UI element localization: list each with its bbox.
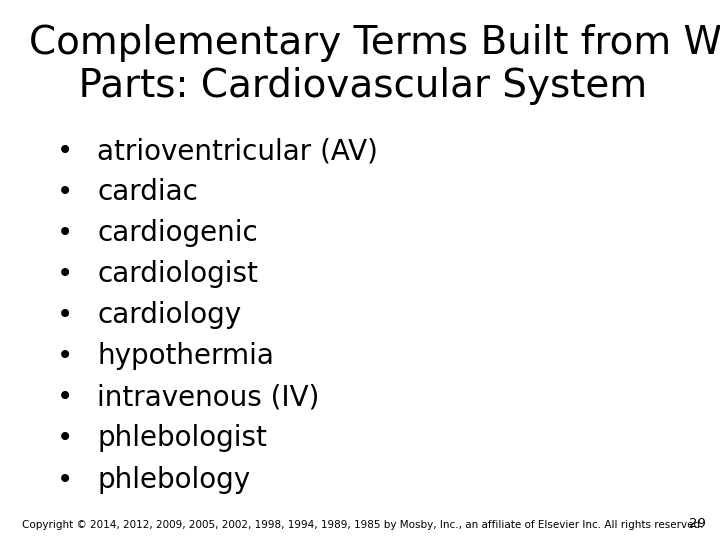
Text: intravenous (IV): intravenous (IV) bbox=[97, 383, 320, 411]
Text: •: • bbox=[57, 383, 73, 411]
Text: atrioventricular (AV): atrioventricular (AV) bbox=[97, 137, 378, 165]
Text: •: • bbox=[57, 465, 73, 494]
Text: •: • bbox=[57, 424, 73, 453]
Text: 29: 29 bbox=[689, 517, 706, 530]
Text: Copyright © 2014, 2012, 2009, 2005, 2002, 1998, 1994, 1989, 1985 by Mosby, Inc.,: Copyright © 2014, 2012, 2009, 2005, 2002… bbox=[22, 520, 703, 530]
Text: cardiac: cardiac bbox=[97, 178, 198, 206]
Text: •: • bbox=[57, 342, 73, 370]
Text: cardiology: cardiology bbox=[97, 301, 241, 329]
Text: cardiogenic: cardiogenic bbox=[97, 219, 258, 247]
Text: Complementary Terms Built from Word
    Parts: Cardiovascular System: Complementary Terms Built from Word Part… bbox=[29, 24, 720, 105]
Text: cardiologist: cardiologist bbox=[97, 260, 258, 288]
Text: •: • bbox=[57, 178, 73, 206]
Text: phlebology: phlebology bbox=[97, 465, 251, 494]
Text: •: • bbox=[57, 260, 73, 288]
Text: •: • bbox=[57, 301, 73, 329]
Text: hypothermia: hypothermia bbox=[97, 342, 274, 370]
Text: •: • bbox=[57, 219, 73, 247]
Text: phlebologist: phlebologist bbox=[97, 424, 267, 453]
Text: •: • bbox=[57, 137, 73, 165]
